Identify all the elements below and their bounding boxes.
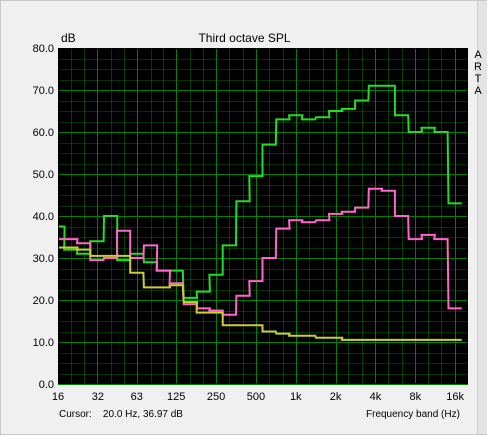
x-tick-label: 500 — [247, 391, 265, 403]
y-tick-label: 60.0 — [33, 127, 54, 139]
y-tick-label: 70.0 — [33, 85, 54, 97]
x-tick-label: 2k — [330, 391, 342, 403]
y-unit-label: dB — [61, 31, 76, 45]
x-tick-label: 1k — [290, 391, 302, 403]
right-panel-edge — [477, 1, 487, 434]
x-tick-label: 4k — [370, 391, 382, 403]
cursor-label: Cursor: — [59, 409, 92, 420]
side-letter: A — [474, 49, 482, 61]
x-tick-label: 8k — [410, 391, 422, 403]
arta-side-label: A R T A — [471, 49, 485, 97]
x-tick-label: 250 — [207, 391, 225, 403]
x-tick-label: 16k — [446, 391, 464, 403]
series-layer — [58, 84, 462, 341]
x-tick-label: 32 — [92, 391, 104, 403]
y-tick-label: 30.0 — [33, 253, 54, 265]
x-axis-ticks: 16 32 63 125 250 500 1k 2k 4k 8k 16k — [52, 391, 465, 403]
y-tick-label: 50.0 — [33, 169, 54, 181]
series-line-1 — [58, 84, 462, 299]
y-axis-ticks: 0.0 10.0 20.0 30.0 40.0 50.0 60.0 70.0 80.0 — [33, 43, 54, 391]
series-line-2 — [58, 187, 462, 316]
x-tick-label: 63 — [131, 391, 143, 403]
x-tick-label: 16 — [52, 391, 64, 403]
series-line-3 — [58, 246, 462, 341]
y-tick-label: 20.0 — [33, 295, 54, 307]
y-tick-label: 10.0 — [33, 337, 54, 349]
side-letter: R — [474, 61, 482, 73]
y-tick-label: 40.0 — [33, 211, 54, 223]
x-unit-label: Frequency band (Hz) — [366, 409, 460, 420]
chart-title: Third octave SPL — [198, 31, 291, 45]
y-tick-label: 80.0 — [33, 43, 54, 55]
cursor-readout: Cursor: 20.0 Hz, 36.97 dB — [59, 409, 183, 420]
x-tick-label: 125 — [167, 391, 185, 403]
cursor-value: 20.0 Hz, 36.97 dB — [102, 409, 183, 420]
side-letter: T — [474, 73, 482, 85]
y-tick-label: 0.0 — [39, 379, 54, 391]
side-letter: A — [474, 85, 482, 97]
plot-frame — [58, 48, 468, 384]
